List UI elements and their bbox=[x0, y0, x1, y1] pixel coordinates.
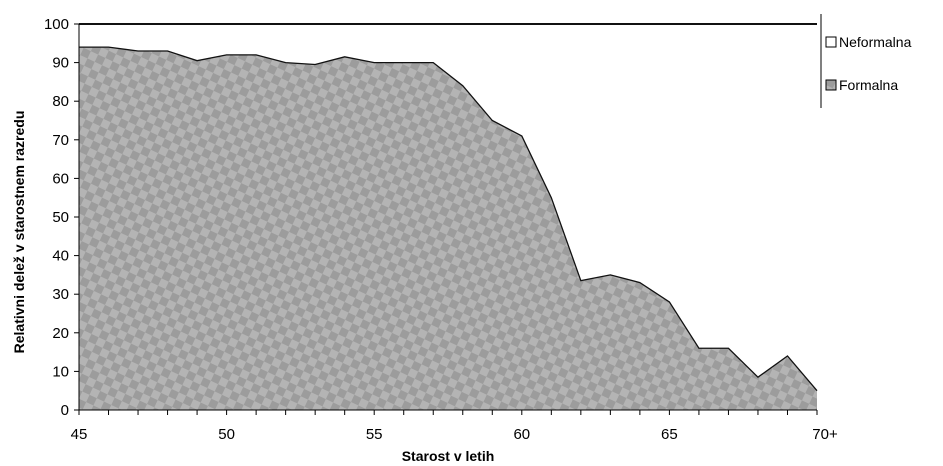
y-tick-label: 80 bbox=[52, 93, 69, 110]
y-axis: 0 10 20 30 40 50 60 70 80 90 100 bbox=[44, 16, 80, 419]
legend-label: Formalna bbox=[839, 77, 898, 93]
y-tick-label: 50 bbox=[52, 209, 69, 226]
y-tick-label: 20 bbox=[52, 325, 69, 342]
x-axis-title: Starost v letih bbox=[402, 448, 495, 464]
x-tick-label: 55 bbox=[366, 426, 383, 443]
y-tick-label: 60 bbox=[52, 170, 69, 187]
x-tick-label: 45 bbox=[71, 426, 88, 443]
y-tick-label: 40 bbox=[52, 248, 69, 265]
line-formalna bbox=[79, 46, 818, 392]
legend-swatch bbox=[825, 79, 837, 91]
plot-area bbox=[79, 23, 818, 410]
y-tick-label: 70 bbox=[52, 132, 69, 149]
area-formalna bbox=[79, 47, 817, 410]
y-tick-label: 30 bbox=[52, 286, 69, 303]
legend: Neformalna Formalna bbox=[820, 14, 912, 108]
y-tick-label: 100 bbox=[44, 16, 69, 33]
y-tick-label: 90 bbox=[52, 55, 69, 72]
x-tick-label: 50 bbox=[218, 426, 235, 443]
x-axis: 45 50 55 60 65 70+ bbox=[71, 409, 838, 443]
x-tick-label: 60 bbox=[513, 426, 530, 443]
legend-swatch bbox=[825, 36, 837, 48]
x-tick-label: 65 bbox=[661, 426, 678, 443]
y-tick-label: 0 bbox=[61, 402, 69, 419]
y-tick-label: 10 bbox=[52, 363, 69, 380]
legend-label: Neformalna bbox=[839, 34, 912, 50]
y-axis-title: Relativni delež v starostnem razredu bbox=[11, 111, 27, 354]
x-tick-label: 70+ bbox=[812, 426, 838, 443]
